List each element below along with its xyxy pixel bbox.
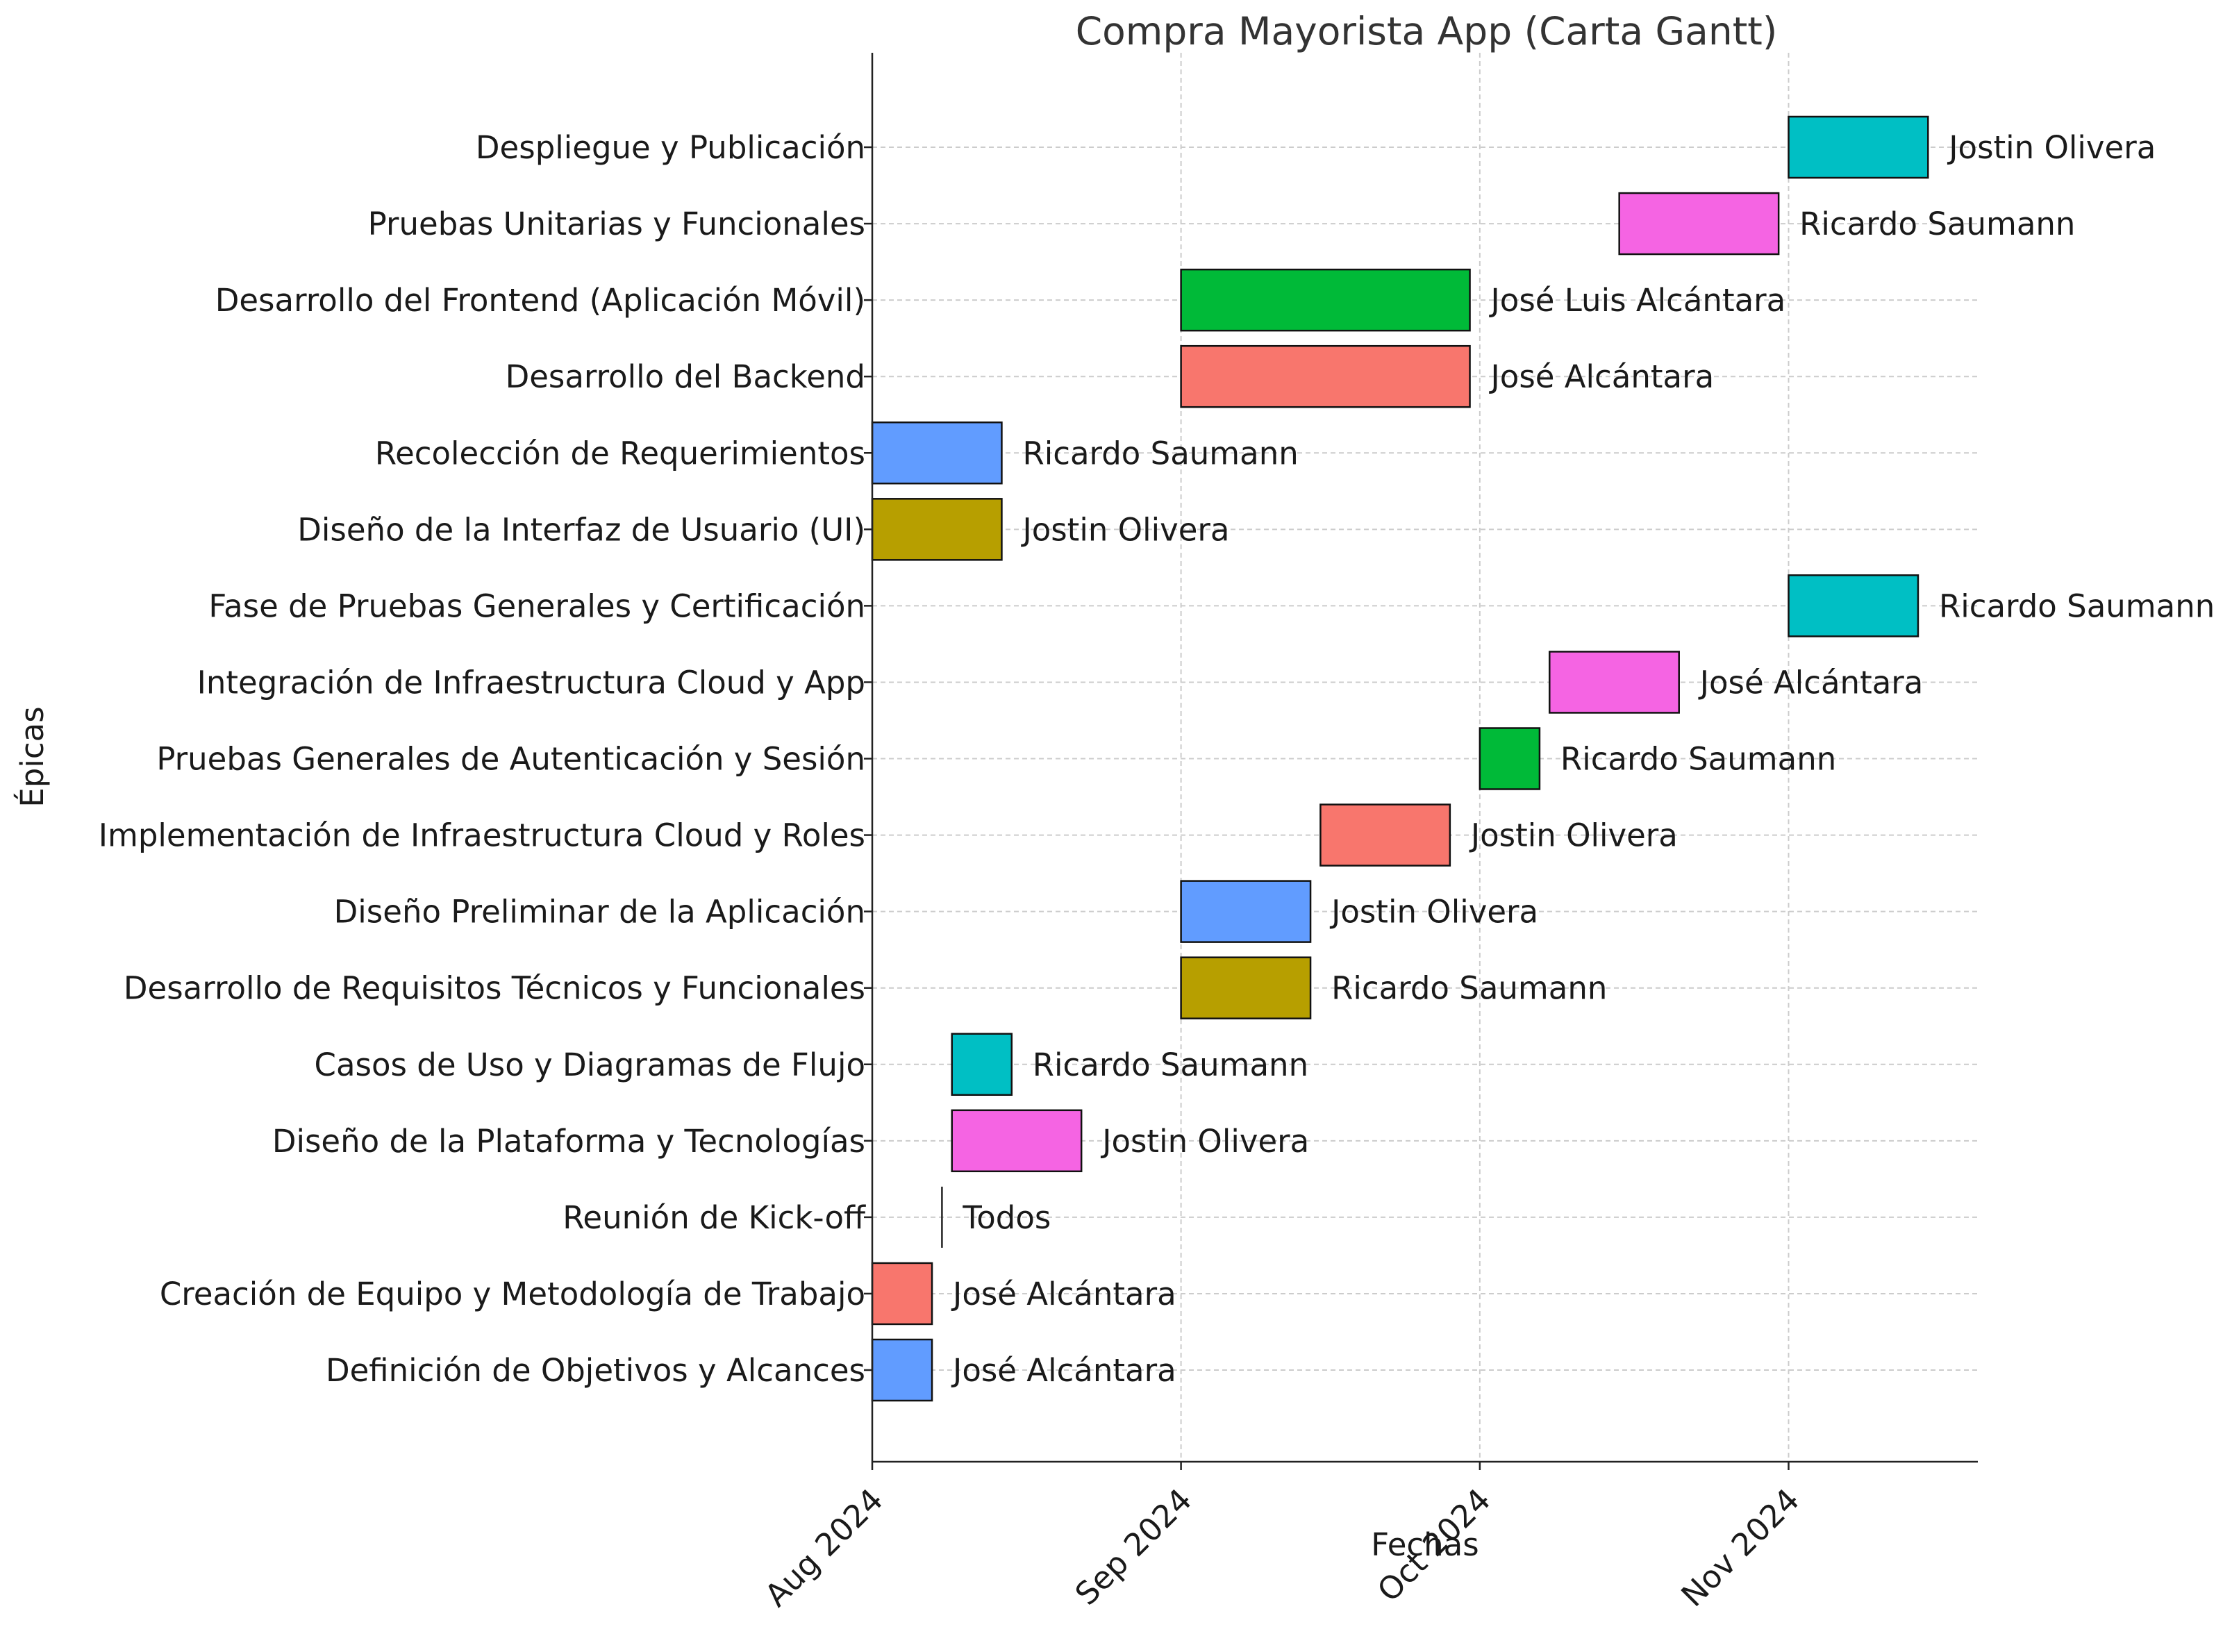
owner-label: José Alcántara	[1489, 358, 1715, 395]
category-label: Fase de Pruebas Generales y Certificació…	[208, 587, 865, 624]
x-tick-label: Aug 2024	[758, 1481, 890, 1614]
owner-label: Ricardo Saumann	[1799, 206, 2075, 242]
owner-label: Ricardo Saumann	[1331, 970, 1607, 1007]
y-axis-title: Épicas	[14, 706, 51, 807]
owner-label: Jostin Olivera	[1947, 129, 2156, 166]
category-label: Implementación de Infraestructura Cloud …	[99, 817, 865, 854]
owner-label: José Luis Alcántara	[1489, 282, 1786, 319]
category-label: Pruebas Unitarias y Funcionales	[368, 206, 865, 242]
chart-title: Compra Mayorista App (Carta Gantt)	[1076, 9, 1778, 53]
owner-label: Ricardo Saumann	[1939, 587, 2215, 624]
owner-label: José Alcántara	[1698, 664, 1924, 701]
owner-label: José Alcántara	[951, 1276, 1176, 1312]
gantt-bar	[1788, 115, 1929, 179]
category-label: Diseño de la Interfaz de Usuario (UI)	[297, 511, 865, 548]
owner-label: Jostin Olivera	[1100, 1123, 1309, 1160]
category-label: Diseño Preliminar de la Aplicación	[334, 894, 865, 931]
gantt-bar	[1180, 880, 1312, 943]
category-label: Integración de Infraestructura Cloud y A…	[197, 664, 865, 701]
gantt-bar	[1618, 192, 1780, 256]
category-label: Pruebas Generales de Autenticación y Ses…	[156, 741, 865, 778]
gantt-bar	[1319, 803, 1451, 867]
gantt-bar	[1180, 956, 1312, 1019]
category-label: Definición de Objetivos y Alcances	[326, 1352, 865, 1389]
owner-label: Jostin Olivera	[1329, 894, 1538, 931]
category-label: Desarrollo de Requisitos Técnicos y Func…	[124, 970, 865, 1007]
gantt-bar	[1788, 574, 1919, 637]
gantt-bar	[1180, 344, 1471, 408]
owner-label: Jostin Olivera	[1469, 817, 1678, 854]
gantt-bar	[1479, 727, 1541, 790]
owner-label: Ricardo Saumann	[1022, 435, 1298, 472]
gantt-bar	[951, 1109, 1083, 1173]
x-axis-ticks: Aug 2024 Sep 2024 Oct 2024 Nov 2024	[758, 1462, 1806, 1614]
owner-labels: José Alcántara José Alcántara Todos Jostin …	[951, 129, 2215, 1389]
gantt-bar	[871, 1338, 933, 1402]
gantt-bar	[871, 498, 1003, 561]
category-label: Desarrollo del Backend	[506, 358, 865, 395]
gantt-bar	[871, 422, 1003, 485]
category-label: Recolección de Requerimientos	[375, 435, 865, 472]
category-label: Casos de Uso y Diagramas de Flujo	[315, 1046, 865, 1083]
owner-label: Jostin Olivera	[1020, 511, 1229, 548]
gantt-bar	[1180, 268, 1471, 332]
category-label: Despliegue y Publicación	[476, 129, 865, 166]
x-tick-label: Nov 2024	[1674, 1481, 1807, 1614]
owner-label: José Alcántara	[951, 1352, 1176, 1389]
gantt-bar	[951, 1033, 1013, 1096]
gantt-bar	[1549, 651, 1680, 714]
category-labels: Definición de Objetivos y Alcances Creaci…	[99, 129, 872, 1389]
x-tick-label: Sep 2024	[1068, 1481, 1199, 1612]
category-label: Reunión de Kick-off	[563, 1199, 866, 1236]
owner-label: Todos	[962, 1199, 1051, 1236]
x-axis-title: Fechas	[1371, 1526, 1479, 1563]
owner-label: Ricardo Saumann	[1033, 1046, 1308, 1083]
owner-label: Ricardo Saumann	[1560, 741, 1836, 778]
gantt-bar	[871, 1262, 933, 1326]
category-label: Desarrollo del Frontend (Aplicación Móvi…	[215, 282, 865, 319]
category-label: Diseño de la Plataforma y Tecnologías	[272, 1123, 865, 1160]
category-label: Creación de Equipo y Metodología de Trab…	[160, 1276, 865, 1312]
